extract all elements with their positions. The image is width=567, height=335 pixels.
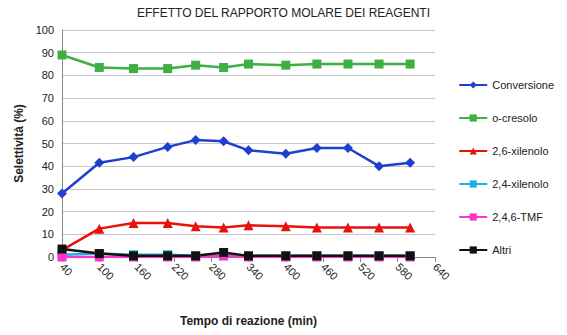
svg-text:Conversione: Conversione: [492, 79, 554, 91]
svg-text:EFFETTO DEL RAPPORTO MOLARE DE: EFFETTO DEL RAPPORTO MOLARE DEI REAGENTI: [137, 6, 430, 20]
svg-text:10: 10: [42, 228, 54, 240]
svg-text:100: 100: [36, 24, 54, 36]
svg-text:50: 50: [42, 138, 54, 150]
svg-text:400: 400: [282, 261, 303, 282]
svg-text:100: 100: [95, 261, 116, 282]
svg-text:Tempo di reazione (min): Tempo di reazione (min): [180, 314, 317, 328]
svg-text:40: 40: [42, 160, 54, 172]
svg-text:640: 640: [431, 261, 452, 282]
svg-text:Selettività (%): Selettività (%): [12, 104, 26, 183]
svg-text:460: 460: [319, 261, 340, 282]
svg-text:160: 160: [132, 261, 153, 282]
svg-text:2,6-xilenolo: 2,6-xilenolo: [492, 145, 548, 157]
svg-text:o-cresolo: o-cresolo: [492, 112, 537, 124]
svg-text:60: 60: [42, 115, 54, 127]
svg-text:0: 0: [48, 251, 54, 263]
svg-text:280: 280: [207, 261, 228, 282]
svg-text:520: 520: [356, 261, 377, 282]
svg-text:340: 340: [244, 261, 265, 282]
svg-text:580: 580: [393, 261, 414, 282]
svg-text:20: 20: [42, 206, 54, 218]
svg-text:Altri: Altri: [492, 244, 511, 256]
svg-text:2,4-xilenolo: 2,4-xilenolo: [492, 178, 548, 190]
svg-text:70: 70: [42, 92, 54, 104]
svg-text:80: 80: [42, 69, 54, 81]
svg-text:40: 40: [58, 261, 75, 278]
svg-text:90: 90: [42, 47, 54, 59]
svg-text:220: 220: [170, 261, 191, 282]
svg-text:2,4,6-TMF: 2,4,6-TMF: [492, 211, 543, 223]
svg-text:30: 30: [42, 183, 54, 195]
